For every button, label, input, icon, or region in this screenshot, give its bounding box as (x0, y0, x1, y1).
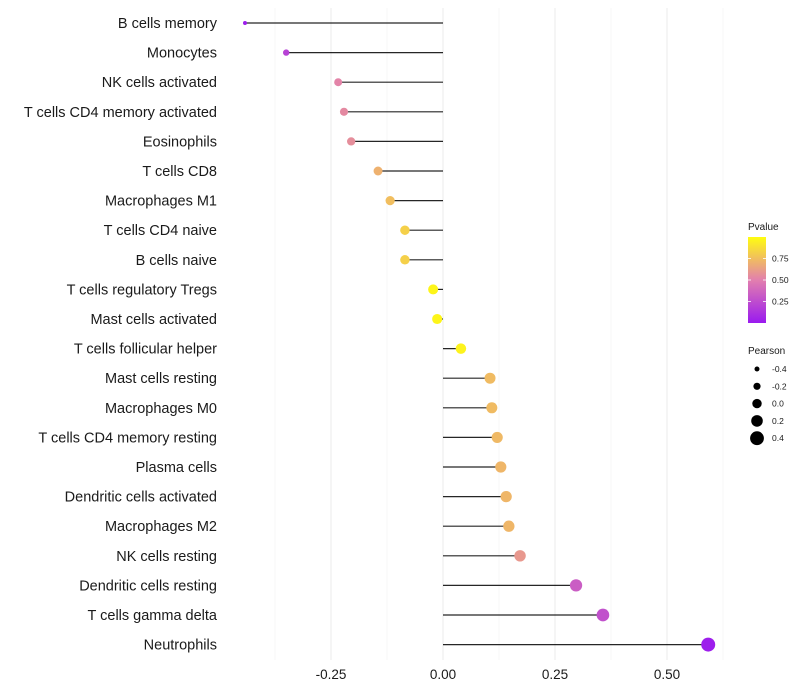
point (701, 637, 716, 652)
y-tick-label: B cells naive (136, 253, 217, 269)
point (283, 49, 290, 56)
point (243, 21, 247, 25)
y-tick-label: NK cells activated (102, 75, 217, 91)
x-tick-label: 0.00 (430, 667, 456, 682)
point (428, 284, 439, 295)
y-tick-label: Neutrophils (144, 638, 217, 654)
x-tick-label: -0.25 (316, 667, 347, 682)
size-legend-label: -0.4 (772, 364, 787, 374)
pearson-legend-title: Pearson (748, 346, 785, 357)
size-legend-label: 0.2 (772, 416, 784, 426)
y-axis-labels: B cells memory Monocytes NK cells activate… (24, 16, 218, 654)
y-tick-label: Eosinophils (143, 134, 217, 150)
y-tick-label: T cells CD4 memory activated (24, 105, 217, 121)
y-tick-label: T cells CD4 naive (104, 223, 217, 239)
y-tick-label: T cells regulatory Tregs (67, 282, 217, 298)
pearson-legend: Pearson -0.4 -0.2 0.0 0.2 0.4 (748, 346, 787, 446)
size-legend-dot (752, 398, 762, 409)
x-axis-labels: -0.25 0.00 0.25 0.50 (316, 667, 681, 682)
point (514, 550, 526, 562)
pvalue-legend-title: Pvalue (748, 222, 779, 233)
y-tick-label: T cells gamma delta (88, 608, 218, 624)
point (400, 255, 410, 265)
point (347, 137, 356, 146)
y-tick-label: Dendritic cells activated (65, 490, 217, 506)
colorbar-label: 0.50 (772, 275, 789, 285)
size-legend-label: 0.4 (772, 433, 784, 443)
y-tick-label: Mast cells activated (90, 312, 217, 328)
y-tick-label: Monocytes (147, 46, 217, 62)
y-tick-label: Macrophages M0 (105, 401, 217, 417)
point (503, 520, 515, 532)
size-legend-label: -0.2 (772, 381, 787, 391)
points (243, 21, 716, 652)
point (486, 402, 498, 414)
y-tick-label: Macrophages M1 (105, 194, 217, 210)
point (432, 313, 443, 325)
point (500, 490, 512, 503)
size-legend-dot (751, 415, 763, 427)
y-tick-label: Plasma cells (136, 460, 217, 476)
y-tick-label: T cells CD4 memory resting (38, 430, 217, 446)
grid-lines (274, 8, 724, 660)
x-tick-label: 0.25 (542, 667, 568, 682)
point (491, 431, 503, 443)
y-tick-label: NK cells resting (116, 549, 217, 565)
point (339, 107, 349, 116)
point (455, 343, 467, 354)
x-tick-label: 0.50 (654, 667, 680, 682)
point (385, 196, 395, 206)
point (400, 225, 410, 235)
y-tick-label: Macrophages M2 (105, 519, 217, 535)
y-tick-label: Mast cells resting (105, 371, 217, 387)
point (334, 78, 343, 87)
pvalue-legend: Pvalue 0.25 0.50 0.75 (748, 222, 789, 323)
y-tick-label: Dendritic cells resting (79, 578, 217, 594)
size-legend-dot (750, 431, 764, 446)
point (373, 166, 383, 176)
size-legend-dot (753, 382, 761, 390)
size-legend-dot (754, 366, 760, 372)
point (484, 372, 496, 384)
colorbar-label: 0.75 (772, 254, 789, 264)
y-tick-label: B cells memory (118, 16, 218, 32)
y-tick-label: T cells follicular helper (74, 342, 217, 358)
colorbar-label: 0.25 (772, 297, 789, 307)
y-tick-label: T cells CD8 (142, 164, 217, 180)
pvalue-colorbar (748, 237, 766, 323)
stems (244, 22, 709, 646)
point (569, 579, 583, 592)
point (495, 461, 507, 473)
point (596, 608, 610, 622)
size-legend-label: 0.0 (772, 399, 784, 409)
